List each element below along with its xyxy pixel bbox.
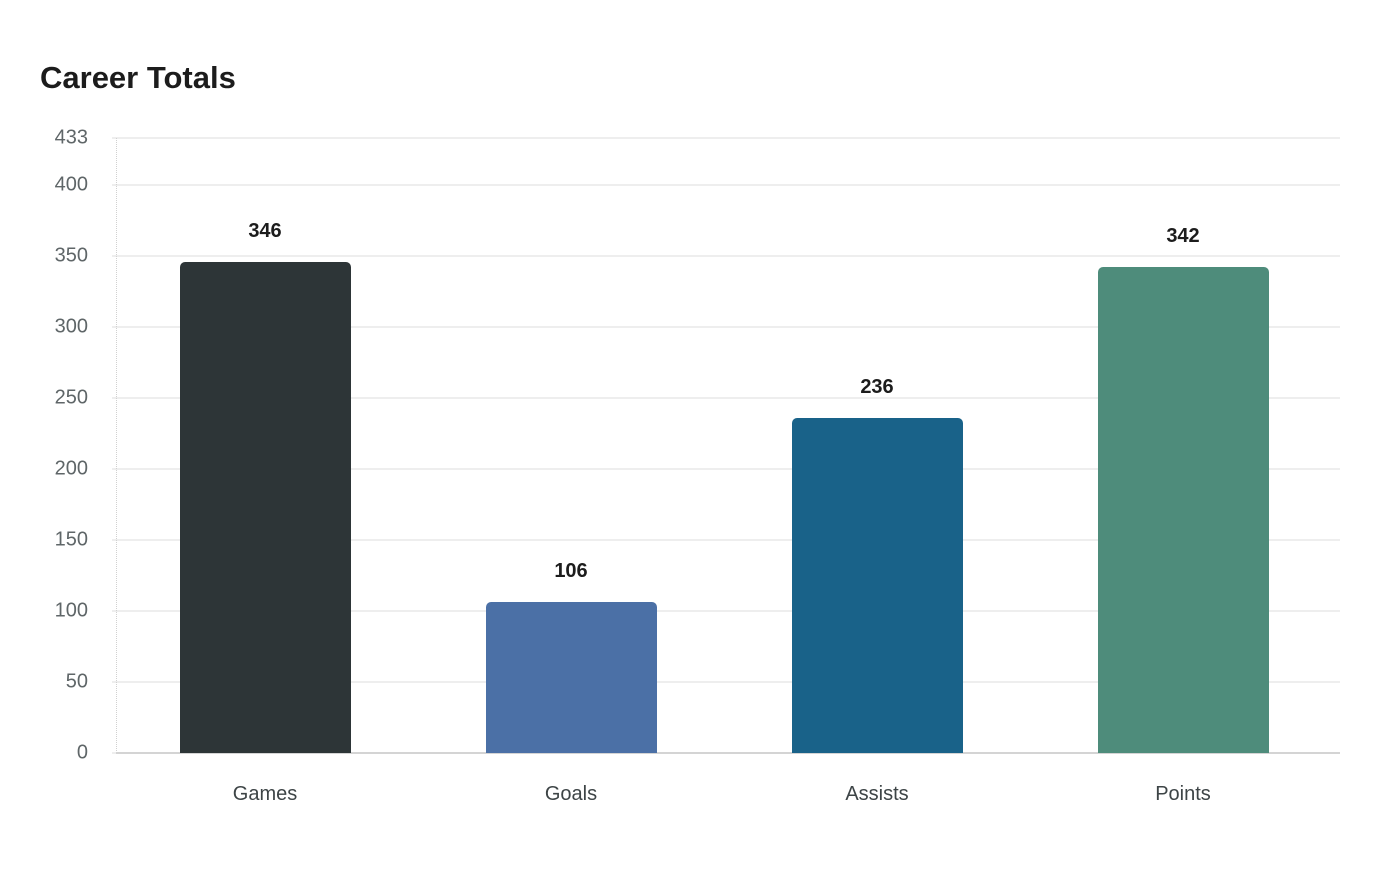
bar-points[interactable] xyxy=(1097,267,1269,753)
y-tick-label: 350 xyxy=(54,244,88,267)
gridline xyxy=(112,254,1340,257)
y-tick-label: 200 xyxy=(54,457,88,480)
gridline xyxy=(112,680,1340,683)
x-axis xyxy=(116,752,1340,754)
gridline xyxy=(112,325,1340,328)
chart-title: Career Totals xyxy=(40,60,236,95)
gridline xyxy=(112,467,1340,470)
y-tick-label: 433 xyxy=(54,126,88,149)
gridline xyxy=(112,538,1340,541)
value-label: 236 xyxy=(860,375,894,398)
y-tick-label: 250 xyxy=(54,386,88,409)
plot-area: 0 50 100 150 200 250 300 350 400 433 346 106 236 342 xyxy=(55,127,1340,764)
gridline xyxy=(112,183,1340,186)
y-tick-label: 0 xyxy=(76,741,88,764)
value-label: 346 xyxy=(248,219,282,242)
y-tick-label: 300 xyxy=(54,315,88,338)
y-tick-label: 400 xyxy=(54,173,88,196)
x-tick-label: Goals xyxy=(544,783,598,805)
bar-assists[interactable] xyxy=(791,417,963,753)
y-axis xyxy=(116,138,118,753)
gridline xyxy=(112,609,1340,612)
y-tick-label: 150 xyxy=(54,528,88,551)
x-tick-label: Games xyxy=(232,783,298,805)
gridline xyxy=(112,396,1340,399)
gridline xyxy=(112,137,1340,139)
y-tick-label: 50 xyxy=(65,670,88,693)
x-tick-label: Points xyxy=(1155,783,1211,805)
x-tick-label: Assists xyxy=(845,783,909,805)
y-tick-label: 100 xyxy=(54,599,88,622)
bar-goals[interactable] xyxy=(485,602,657,753)
value-label: 342 xyxy=(1166,225,1200,248)
bar-games[interactable] xyxy=(179,261,351,753)
value-label: 106 xyxy=(554,560,588,583)
